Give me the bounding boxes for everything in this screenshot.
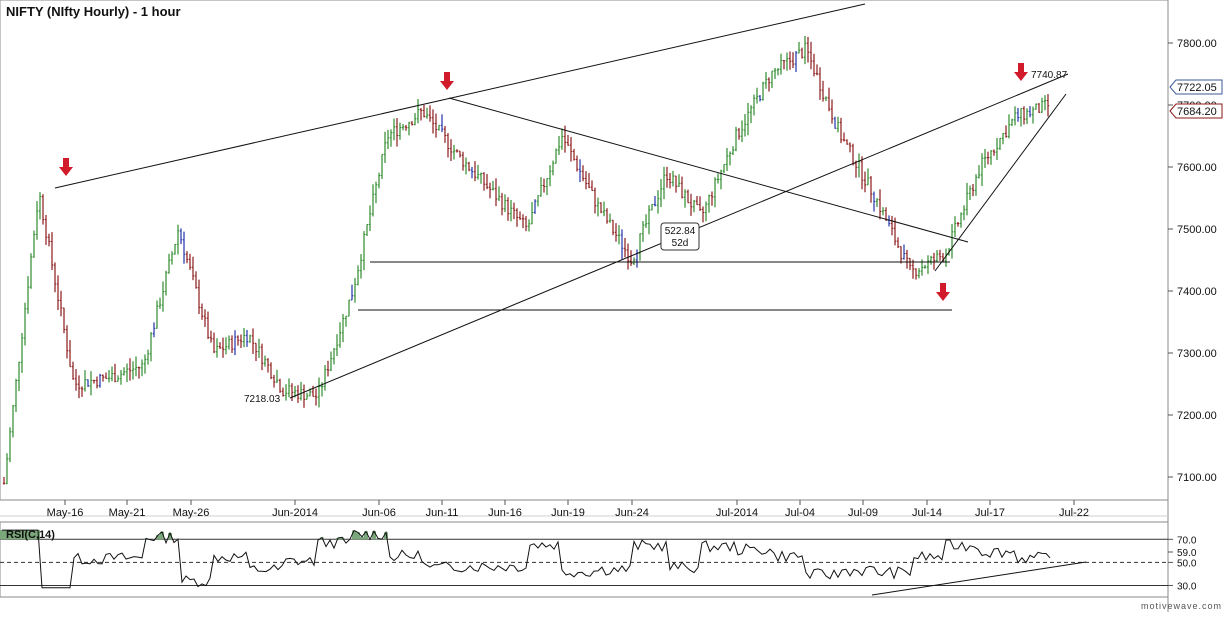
high-label: 7740.87 xyxy=(1031,70,1068,81)
rsi-tick-label: 70.0 xyxy=(1177,535,1197,546)
date-tick-label: May-21 xyxy=(109,507,146,519)
date-tick-label: May-16 xyxy=(47,507,84,519)
date-tick-label: Jul-2014 xyxy=(716,507,758,519)
chart-title: NIFTY (NIfty Hourly) - 1 hour xyxy=(6,4,181,19)
date-tick-label: Jun-2014 xyxy=(272,507,318,519)
arrow-shaft xyxy=(444,72,450,81)
price-tick-label: 7400.00 xyxy=(1177,286,1217,298)
rsi-overbought-fill xyxy=(352,530,356,539)
rsi-overbought-fill xyxy=(372,531,376,539)
arrow-shaft xyxy=(940,283,946,292)
date-tick-label: Jun-19 xyxy=(551,507,585,519)
date-tick-label: Jul-17 xyxy=(975,507,1005,519)
date-tick-label: May-26 xyxy=(173,507,210,519)
rsi-tick-label: 59.0 xyxy=(1177,548,1197,559)
date-tick-label: Jul-22 xyxy=(1059,507,1089,519)
rsi-overbought-fill xyxy=(0,530,4,539)
arrow-shaft xyxy=(1018,63,1024,72)
rsi-title: RSI(C,14) xyxy=(6,529,55,541)
date-axis: May-16 May-21 May-26 Jun-2014 Jun-06 Jun-11 Ju… xyxy=(47,500,1089,519)
date-tick-label: Jun-24 xyxy=(615,507,649,519)
price-tick-label: 7100.00 xyxy=(1177,472,1217,484)
measure-value: 522.84 xyxy=(665,226,696,237)
date-tick-label: Jul-14 xyxy=(912,507,942,519)
price-tag-last-value: 7722.05 xyxy=(1177,82,1217,94)
price-tag-close-value: 7684.20 xyxy=(1177,106,1217,118)
date-tick-label: Jul-09 xyxy=(848,507,878,519)
date-tick-label: Jul-04 xyxy=(785,507,815,519)
measure-days: 52d xyxy=(672,238,689,249)
price-tick-label: 7500.00 xyxy=(1177,224,1217,236)
rsi-tick-label: 30.0 xyxy=(1177,581,1197,592)
price-tick-label: 7600.00 xyxy=(1177,162,1217,174)
watermark: motivewave.com xyxy=(1141,601,1222,611)
date-tick-label: Jun-06 xyxy=(362,507,396,519)
price-tag-close: 7684.20 xyxy=(1170,104,1222,118)
price-tick-label: 7200.00 xyxy=(1177,410,1217,422)
price-tag-last: 7722.05 xyxy=(1170,80,1222,94)
low-label: 7218.03 xyxy=(244,394,281,405)
date-tick-label: Jun-11 xyxy=(426,507,459,519)
price-tick-label: 7800.00 xyxy=(1177,38,1217,50)
price-tick-label: 7300.00 xyxy=(1177,348,1217,360)
rsi-tick-label: 50.0 xyxy=(1177,558,1197,569)
arrow-shaft xyxy=(63,158,69,167)
date-tick-label: Jun-16 xyxy=(488,507,522,519)
